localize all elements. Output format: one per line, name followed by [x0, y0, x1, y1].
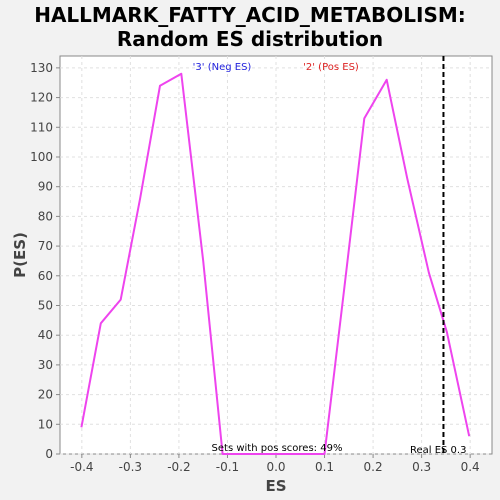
x-tick-label: 0.2: [364, 460, 383, 474]
y-tick-label: 50: [38, 298, 53, 312]
pos-scores-label: Sets with pos scores: 49%: [212, 443, 343, 454]
chart-title-line-2: Random ES distribution: [117, 27, 383, 51]
y-tick-label: 100: [30, 150, 53, 164]
x-tick-label: -0.1: [216, 460, 239, 474]
y-axis-label: P(ES): [11, 232, 29, 278]
y-tick-label: 110: [30, 120, 53, 134]
pos-es-label: '2' (Pos ES): [303, 62, 359, 73]
x-tick-label: 0.3: [412, 460, 431, 474]
x-tick-label: 0.0: [266, 460, 285, 474]
y-tick-label: 130: [30, 61, 53, 75]
x-tick-label: 0.1: [315, 460, 334, 474]
y-tick-label: 20: [38, 388, 53, 402]
y-tick-label: 30: [38, 358, 53, 372]
x-tick-label: 0.4: [461, 460, 480, 474]
neg-es-label: '3' (Neg ES): [193, 62, 252, 73]
x-tick-label: -0.3: [119, 460, 142, 474]
y-tick-label: 90: [38, 180, 53, 194]
series-line: [80, 72, 471, 455]
y-tick-label: 60: [38, 269, 53, 283]
y-tick-label: 10: [38, 417, 53, 431]
x-tick-label: -0.2: [167, 460, 190, 474]
y-tick-label: 120: [30, 91, 53, 105]
y-tick-label: 70: [38, 239, 53, 253]
x-axis-label: ES: [265, 477, 286, 495]
x-axis-ticks: -0.4 -0.3 -0.2 -0.1 0.0 0.1 0.2 0.3 0.4: [70, 454, 480, 474]
chart-title-line-1: HALLMARK_FATTY_ACID_METABOLISM:: [34, 3, 466, 27]
y-axis-ticks: 0 10 20 30 40 50 60 70 80 90 100 110 120 130: [30, 61, 60, 461]
real-es-label: Real ES 0.3: [410, 445, 466, 456]
y-tick-label: 40: [38, 328, 53, 342]
y-tick-label: 0: [45, 447, 53, 461]
series-layer: [80, 72, 471, 455]
x-tick-label: -0.4: [70, 460, 93, 474]
y-tick-label: 80: [38, 209, 53, 223]
